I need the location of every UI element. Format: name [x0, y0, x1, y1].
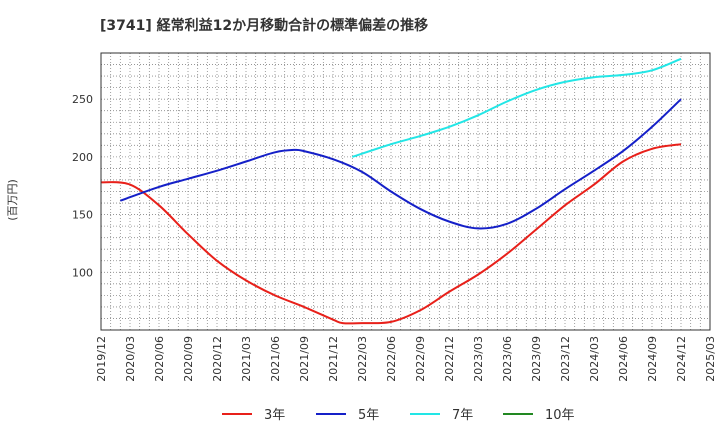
x-tick-label: 2022/03	[356, 336, 369, 382]
chart-title: [3741] 経常利益12か月移動合計の標準偏差の推移	[100, 17, 428, 34]
y-tick-label: 250	[72, 93, 93, 106]
grid	[100, 53, 711, 330]
series-line-2	[119, 98, 682, 230]
x-tick-label: 2023/12	[559, 336, 572, 382]
plot-frame	[100, 52, 711, 331]
x-tick-label: 2020/03	[124, 336, 137, 382]
x-tick-labels: 2019/12 2020/03 2020/06 2020/09 2020/12 2021/…	[95, 336, 717, 382]
x-tick-label: 2024/12	[675, 336, 688, 382]
series-line-3	[351, 57, 682, 158]
x-tick-label: 2025/03	[704, 336, 717, 382]
x-tick-label: 2024/06	[617, 336, 630, 382]
x-tick-label: 2024/09	[646, 336, 659, 382]
x-tick-label: 2023/03	[472, 336, 485, 382]
x-tick-label: 2021/03	[240, 336, 253, 382]
x-tick-label: 2022/09	[414, 336, 427, 382]
x-tick-label: 2024/03	[588, 336, 601, 382]
x-tick-label: 2021/06	[269, 336, 282, 382]
x-tick-label: 2020/12	[211, 336, 224, 382]
x-tick-label: 2021/09	[298, 336, 311, 382]
legend: 3年 5年 7年 10年	[222, 408, 575, 423]
legend-label-2: 5年	[358, 408, 379, 423]
x-tick-label: 2023/06	[501, 336, 514, 382]
y-axis-label: (百万円)	[6, 179, 19, 221]
x-tick-label: 2021/12	[327, 336, 340, 382]
x-tick-label: 2022/06	[385, 336, 398, 382]
x-tick-label: 2020/06	[153, 336, 166, 382]
y-tick-label: 100	[72, 266, 93, 279]
y-tick-label: 200	[72, 151, 93, 164]
x-tick-label: 2022/12	[443, 336, 456, 382]
series-lines	[100, 57, 682, 325]
legend-label-3: 7年	[452, 408, 473, 423]
legend-label-4: 10年	[545, 408, 575, 423]
y-tick-label: 150	[72, 209, 93, 222]
x-tick-label: 2019/12	[95, 336, 108, 382]
x-tick-label: 2023/09	[530, 336, 543, 382]
series-line-1	[100, 143, 682, 325]
y-tick-labels: 100 150 200 250	[72, 93, 93, 279]
x-tick-label: 2020/09	[182, 336, 195, 382]
legend-label-1: 3年	[264, 408, 285, 423]
